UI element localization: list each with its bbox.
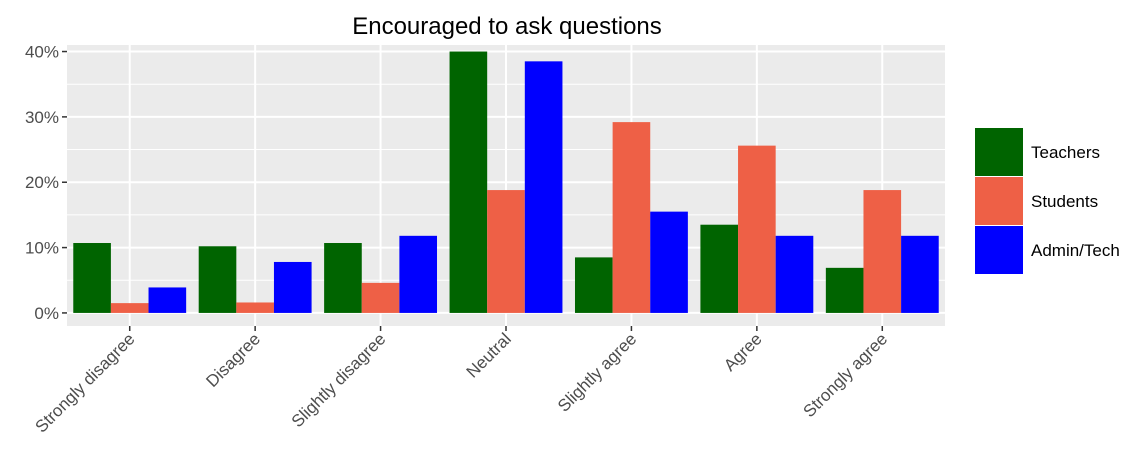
legend-key	[975, 226, 1023, 274]
bar	[198, 246, 237, 313]
x-tick-label: Slightly agree	[554, 329, 640, 415]
legend-key	[975, 177, 1023, 225]
x-tick-label: Disagree	[202, 329, 264, 391]
x-tick-label: Agree	[720, 329, 766, 375]
bar	[110, 303, 149, 313]
y-tick-label: 10%	[25, 239, 59, 258]
bar	[524, 61, 563, 313]
bar	[863, 190, 902, 313]
x-tick-label: Strongly agree	[799, 329, 891, 421]
x-axis: Strongly disagree Disagree Slightly disagr…	[32, 326, 891, 436]
bar	[574, 257, 613, 313]
bars	[73, 51, 939, 313]
legend-label: Students	[1031, 192, 1098, 211]
chart-title: Encouraged to ask questions	[352, 13, 662, 40]
bar	[361, 282, 400, 313]
bar	[775, 235, 814, 313]
x-tick-label: Neutral	[463, 329, 515, 381]
x-tick-label: Strongly disagree	[32, 329, 139, 436]
bar	[73, 243, 111, 313]
bar	[825, 267, 864, 313]
bar	[399, 235, 438, 313]
bar	[148, 287, 187, 313]
bar	[612, 122, 651, 313]
y-tick-label: 40%	[25, 43, 59, 62]
legend: Teachers Students Admin/Tech	[975, 128, 1120, 274]
y-tick-label: 20%	[25, 173, 59, 192]
legend-label: Teachers	[1031, 143, 1100, 162]
bar	[324, 243, 362, 313]
bar	[650, 211, 688, 313]
bar	[901, 235, 939, 313]
y-axis: 0% 10% 20% 30% 40%	[25, 43, 67, 323]
x-tick-label: Slightly disagree	[288, 329, 390, 431]
legend-label: Admin/Tech	[1031, 241, 1120, 260]
bar	[738, 145, 776, 313]
y-tick-label: 0%	[34, 304, 59, 323]
bar	[236, 302, 274, 313]
legend-key	[975, 128, 1023, 176]
bar	[449, 51, 488, 313]
bar	[273, 261, 312, 313]
bar	[700, 224, 739, 313]
bar	[487, 190, 525, 313]
y-tick-label: 30%	[25, 108, 59, 127]
